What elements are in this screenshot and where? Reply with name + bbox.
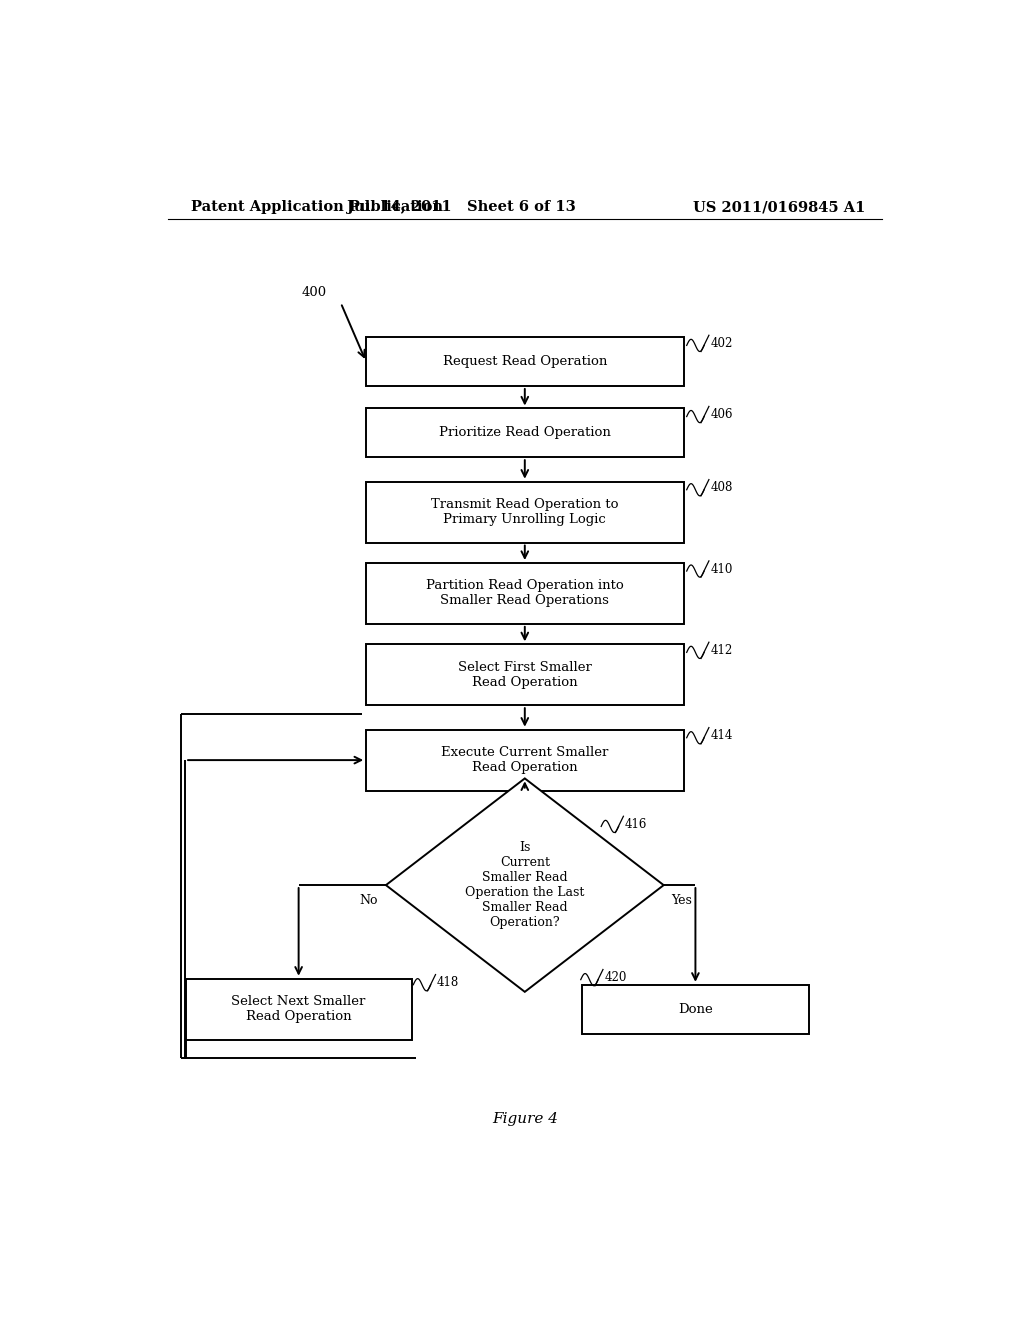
Text: US 2011/0169845 A1: US 2011/0169845 A1 (692, 201, 865, 214)
Text: Execute Current Smaller
Read Operation: Execute Current Smaller Read Operation (441, 746, 608, 774)
Text: Is
Current
Smaller Read
Operation the Last
Smaller Read
Operation?: Is Current Smaller Read Operation the La… (465, 841, 585, 929)
Text: 420: 420 (604, 972, 627, 985)
Text: Patent Application Publication: Patent Application Publication (191, 201, 443, 214)
Text: 410: 410 (711, 562, 733, 576)
Text: 412: 412 (711, 644, 733, 657)
Text: Jul. 14, 2011   Sheet 6 of 13: Jul. 14, 2011 Sheet 6 of 13 (347, 201, 575, 214)
Text: 402: 402 (711, 337, 733, 350)
Polygon shape (386, 779, 664, 991)
Text: Transmit Read Operation to
Primary Unrolling Logic: Transmit Read Operation to Primary Unrol… (431, 498, 618, 527)
Text: Prioritize Read Operation: Prioritize Read Operation (439, 426, 610, 440)
Text: 418: 418 (437, 977, 460, 989)
FancyBboxPatch shape (367, 730, 684, 791)
Text: Figure 4: Figure 4 (492, 1111, 558, 1126)
Text: 406: 406 (711, 408, 733, 421)
FancyBboxPatch shape (367, 338, 684, 385)
FancyBboxPatch shape (367, 482, 684, 543)
Text: 400: 400 (302, 286, 327, 300)
Text: No: No (359, 894, 378, 907)
FancyBboxPatch shape (367, 408, 684, 457)
Text: Select First Smaller
Read Operation: Select First Smaller Read Operation (458, 661, 592, 689)
Text: Yes: Yes (672, 894, 692, 907)
Text: Partition Read Operation into
Smaller Read Operations: Partition Read Operation into Smaller Re… (426, 579, 624, 607)
FancyBboxPatch shape (367, 562, 684, 624)
Text: Done: Done (678, 1003, 713, 1015)
Text: 408: 408 (711, 482, 733, 494)
FancyBboxPatch shape (367, 644, 684, 705)
Text: 416: 416 (625, 818, 647, 830)
Text: Select Next Smaller
Read Operation: Select Next Smaller Read Operation (231, 995, 366, 1023)
Text: 414: 414 (711, 729, 733, 742)
FancyBboxPatch shape (185, 978, 412, 1040)
Text: Request Read Operation: Request Read Operation (442, 355, 607, 368)
FancyBboxPatch shape (583, 985, 809, 1034)
